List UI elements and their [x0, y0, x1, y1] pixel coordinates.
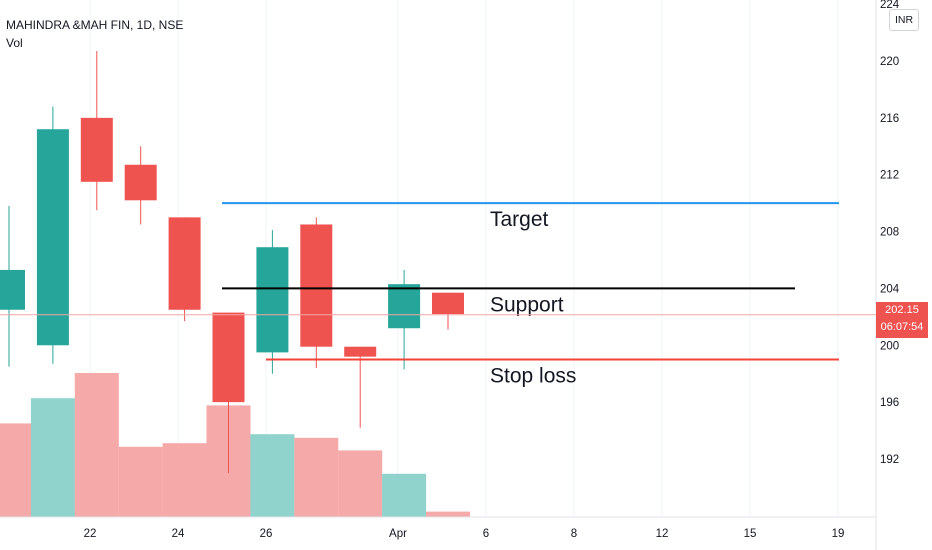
volume-bar-3 — [118, 446, 163, 517]
candles — [0, 51, 464, 474]
symbol-title[interactable]: MAHINDRA &MAH FIN, 1D, NSE — [6, 18, 184, 32]
price-tick-8: 224 — [880, 0, 900, 11]
price-tick-5: 212 — [880, 170, 899, 182]
volume-bar-1 — [30, 398, 75, 517]
candle-body-1 — [36, 129, 69, 346]
candle-body-7 — [300, 224, 333, 347]
annotation-label-0: Target — [490, 208, 549, 231]
price-tick-4: 208 — [880, 227, 899, 239]
last-price-value: 202.15 — [885, 303, 919, 316]
time-tick-2: 26 — [260, 528, 273, 540]
time-tick-8: 19 — [832, 528, 845, 540]
price-tick-6: 216 — [880, 113, 899, 125]
candle-body-5 — [212, 312, 245, 403]
vertical-grid — [89, 0, 839, 517]
candle-body-2 — [80, 117, 113, 182]
volume-bar-6 — [250, 434, 295, 517]
volume-bar-7 — [294, 437, 339, 517]
time-axis[interactable]: 22 24 26 Apr 6 8 12 15 19 — [0, 516, 876, 540]
time-tick-7: 15 — [744, 528, 757, 540]
time-tick-0: 22 — [84, 528, 97, 540]
price-tick-1: 196 — [880, 397, 899, 409]
price-axis[interactable]: 192 196 200 204 208 212 216 220 224 — [875, 0, 900, 550]
last-price-tag: 202.15 06:07:54 — [876, 301, 928, 338]
volume-bar-4 — [162, 443, 207, 517]
volume-bar-9 — [382, 473, 427, 517]
time-tick-3: Apr — [389, 528, 407, 540]
currency-badge[interactable]: INR — [889, 9, 919, 31]
volume-indicator-label[interactable]: Vol — [6, 36, 23, 50]
time-tick-1: 24 — [172, 528, 185, 540]
bar-countdown: 06:07:54 — [880, 320, 924, 333]
candle-body-6 — [256, 247, 289, 353]
time-tick-4: 6 — [483, 528, 489, 540]
volume-bar-0 — [0, 423, 31, 517]
candle-body-0 — [0, 269, 25, 310]
price-tick-7: 220 — [880, 56, 899, 68]
candle-body-4 — [168, 217, 201, 310]
legend: MAHINDRA &MAH FIN, 1D, NSE Vol — [6, 16, 183, 52]
annotation-lines: Target Support Stop loss — [222, 202, 839, 387]
price-tick-3: 204 — [880, 283, 900, 295]
price-tick-2: 200 — [880, 340, 899, 352]
candle-body-3 — [124, 164, 157, 201]
annotation-label-1: Support — [490, 293, 564, 316]
candle-body-8 — [344, 346, 377, 357]
volume-bar-10 — [426, 511, 470, 517]
volume-bars — [0, 373, 470, 517]
time-tick-6: 12 — [656, 528, 669, 540]
candle-body-10 — [432, 292, 464, 315]
price-tick-0: 192 — [880, 454, 899, 466]
time-tick-5: 8 — [571, 528, 577, 540]
candle-body-9 — [388, 284, 421, 329]
volume-bar-2 — [74, 373, 119, 517]
annotation-label-2: Stop loss — [490, 364, 576, 387]
volume-bar-8 — [338, 450, 383, 517]
